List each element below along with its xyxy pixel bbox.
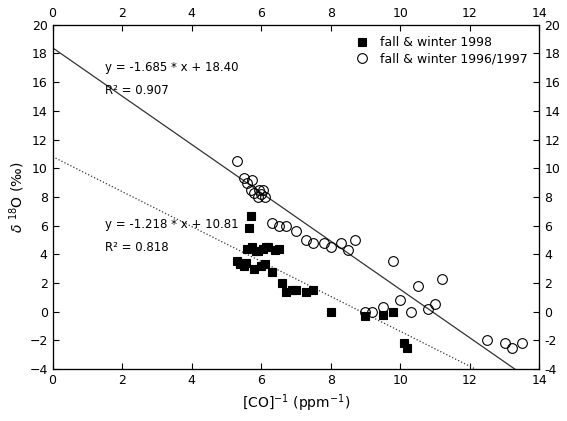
Text: y = -1.218 * x + 10.81: y = -1.218 * x + 10.81 (105, 218, 238, 232)
fall & winter 1996/1997 (338, 240, 345, 245)
Text: R² = 0.818: R² = 0.818 (105, 241, 168, 254)
fall & winter 1996/1997 (508, 345, 515, 350)
fall & winter 1998 (265, 245, 272, 250)
fall & winter 1996/1997 (275, 223, 282, 228)
fall & winter 1998 (244, 246, 251, 251)
Y-axis label: $\delta$ $^{18}$O (‰): $\delta$ $^{18}$O (‰) (7, 161, 27, 232)
fall & winter 1998 (303, 289, 310, 294)
fall & winter 1996/1997 (345, 248, 352, 253)
fall & winter 1998 (247, 213, 254, 218)
fall & winter 1996/1997 (369, 309, 376, 314)
fall & winter 1996/1997 (268, 220, 275, 225)
fall & winter 1998 (379, 312, 386, 317)
fall & winter 1998 (240, 263, 247, 268)
fall & winter 1996/1997 (501, 341, 508, 346)
fall & winter 1996/1997 (352, 237, 358, 242)
fall & winter 1996/1997 (362, 309, 369, 314)
Line: fall & winter 1996/1997: fall & winter 1996/1997 (232, 156, 527, 352)
fall & winter 1998 (282, 289, 289, 294)
fall & winter 1998 (242, 260, 249, 265)
fall & winter 1996/1997 (425, 306, 431, 311)
fall & winter 1998 (289, 288, 296, 293)
fall & winter 1996/1997 (251, 190, 257, 195)
fall & winter 1996/1997 (244, 180, 251, 185)
fall & winter 1998 (254, 249, 261, 254)
fall & winter 1996/1997 (256, 187, 263, 192)
fall & winter 1998 (275, 246, 282, 251)
fall & winter 1998 (263, 245, 270, 250)
fall & winter 1996/1997 (320, 240, 327, 245)
fall & winter 1998 (278, 280, 285, 285)
fall & winter 1998 (251, 266, 257, 271)
fall & winter 1996/1997 (261, 195, 268, 200)
fall & winter 1996/1997 (431, 302, 438, 307)
X-axis label: [CO]$^{-1}$ (ppm$^{-1}$): [CO]$^{-1}$ (ppm$^{-1}$) (242, 392, 350, 414)
fall & winter 1998 (252, 249, 259, 254)
fall & winter 1996/1997 (438, 276, 445, 281)
fall & winter 1996/1997 (254, 195, 261, 200)
fall & winter 1996/1997 (303, 237, 310, 242)
fall & winter 1996/1997 (293, 229, 299, 234)
fall & winter 1998 (404, 345, 411, 350)
fall & winter 1996/1997 (282, 223, 289, 228)
fall & winter 1998 (268, 269, 275, 274)
fall & winter 1998 (362, 314, 369, 319)
fall & winter 1998 (272, 248, 278, 253)
fall & winter 1996/1997 (249, 177, 256, 182)
fall & winter 1996/1997 (397, 298, 404, 303)
fall & winter 1996/1997 (240, 176, 247, 181)
fall & winter 1996/1997 (260, 187, 266, 192)
Line: fall & winter 1998: fall & winter 1998 (232, 211, 412, 352)
Text: y = -1.685 * x + 18.40: y = -1.685 * x + 18.40 (105, 61, 238, 74)
fall & winter 1998 (249, 245, 256, 250)
fall & winter 1996/1997 (407, 309, 414, 314)
fall & winter 1998 (237, 262, 244, 267)
fall & winter 1998 (234, 259, 240, 264)
fall & winter 1998 (258, 263, 265, 268)
fall & winter 1996/1997 (484, 338, 490, 343)
fall & winter 1996/1997 (519, 341, 526, 346)
fall & winter 1996/1997 (414, 283, 421, 288)
fall & winter 1996/1997 (234, 159, 240, 164)
Legend: fall & winter 1998, fall & winter 1996/1997: fall & winter 1998, fall & winter 1996/1… (344, 31, 533, 71)
fall & winter 1996/1997 (379, 305, 386, 310)
fall & winter 1998 (390, 309, 397, 314)
fall & winter 1998 (400, 341, 407, 346)
fall & winter 1998 (293, 288, 299, 293)
fall & winter 1998 (327, 309, 334, 314)
fall & winter 1996/1997 (327, 245, 334, 250)
fall & winter 1998 (261, 262, 268, 267)
fall & winter 1998 (310, 288, 317, 293)
fall & winter 1996/1997 (390, 259, 397, 264)
fall & winter 1998 (260, 246, 266, 251)
fall & winter 1996/1997 (310, 240, 317, 245)
fall & winter 1996/1997 (258, 192, 265, 197)
fall & winter 1998 (246, 226, 252, 231)
fall & winter 1996/1997 (247, 187, 254, 192)
Text: R² = 0.907: R² = 0.907 (105, 84, 168, 96)
